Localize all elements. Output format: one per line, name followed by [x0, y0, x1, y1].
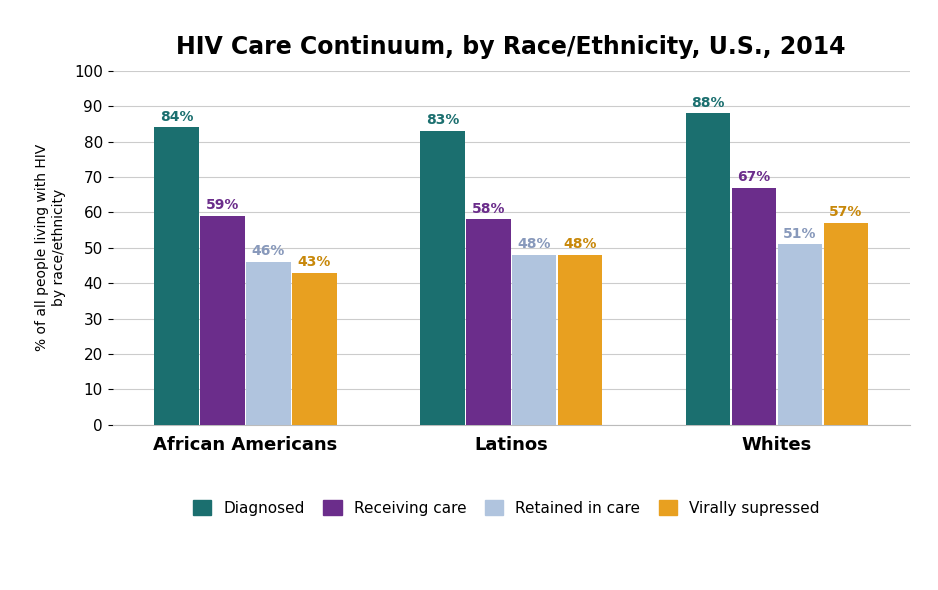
Bar: [420, 131, 464, 425]
Title: HIV Care Continuum, by Race/Ethnicity, U.S., 2014: HIV Care Continuum, by Race/Ethnicity, U…: [176, 35, 846, 59]
Text: 51%: 51%: [783, 227, 817, 241]
Text: 59%: 59%: [205, 198, 239, 212]
Text: 88%: 88%: [691, 96, 725, 110]
Y-axis label: % of all people living with HIV
by race/ethnicity: % of all people living with HIV by race/…: [36, 144, 66, 352]
Bar: [200, 216, 245, 425]
Bar: [824, 223, 868, 425]
Text: 43%: 43%: [297, 255, 331, 269]
Bar: [246, 262, 291, 425]
Legend: Diagnosed, Receiving care, Retained in care, Virally supressed: Diagnosed, Receiving care, Retained in c…: [186, 492, 827, 523]
Bar: [778, 244, 823, 425]
Text: 57%: 57%: [829, 205, 863, 219]
Bar: [512, 255, 556, 425]
Text: 67%: 67%: [737, 170, 771, 184]
Bar: [686, 113, 731, 425]
Text: 84%: 84%: [159, 110, 193, 124]
Bar: [732, 188, 777, 425]
Text: 48%: 48%: [564, 237, 597, 251]
Text: 48%: 48%: [518, 237, 551, 251]
Bar: [466, 219, 510, 425]
Text: 46%: 46%: [251, 244, 285, 258]
Bar: [292, 273, 337, 425]
Text: 83%: 83%: [426, 113, 459, 127]
Text: 58%: 58%: [472, 202, 505, 216]
Bar: [558, 255, 602, 425]
Bar: [155, 127, 199, 425]
